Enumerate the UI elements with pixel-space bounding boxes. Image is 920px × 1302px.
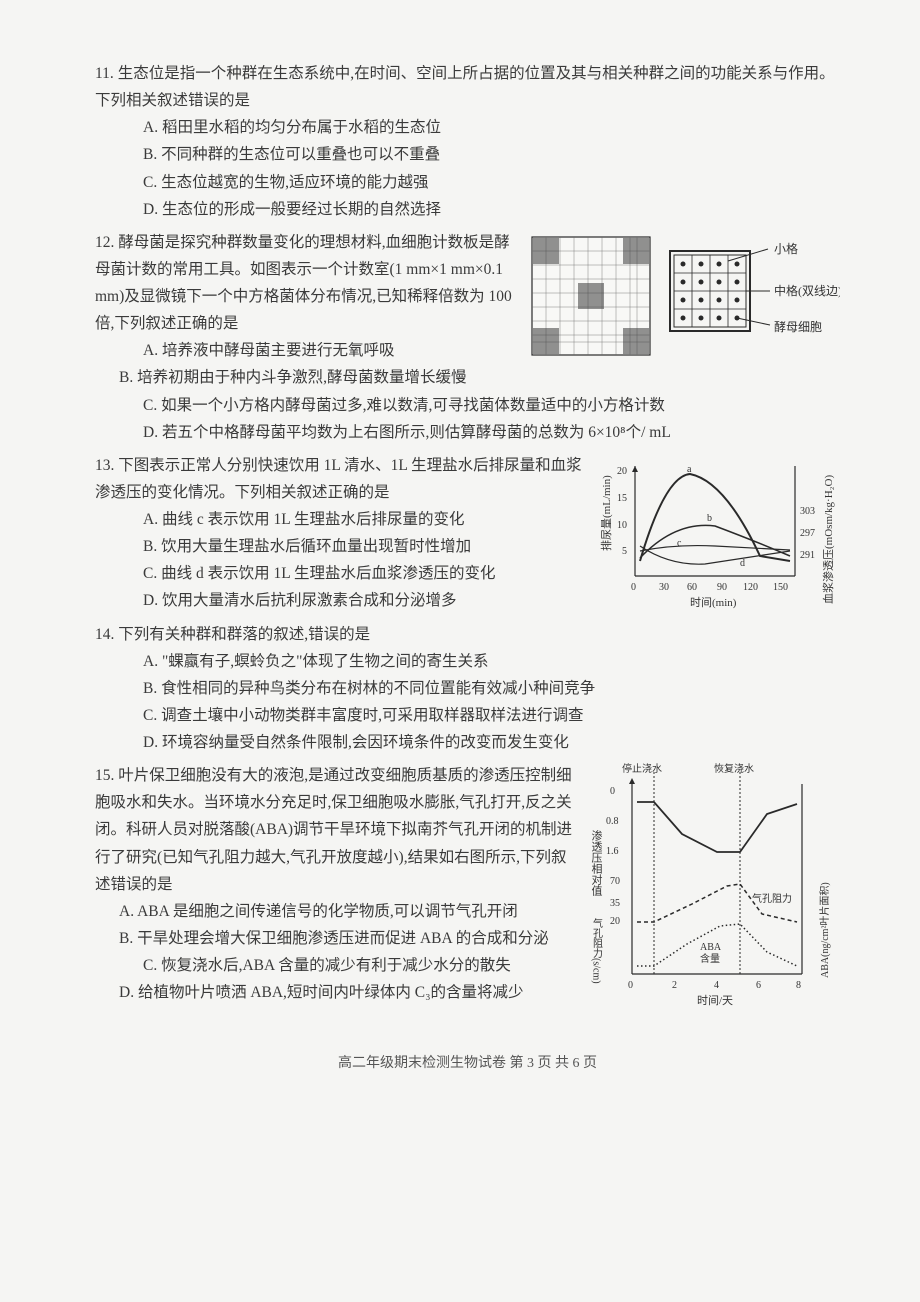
q15-series-resistance: 气孔阻力 bbox=[752, 892, 792, 905]
q11-stem-text: 生态位是指一个种群在生态系统中,在时间、空间上所占据的位置及其与相关种群之间的功… bbox=[95, 65, 835, 109]
svg-text:30: 30 bbox=[659, 582, 669, 593]
svg-text:20: 20 bbox=[617, 466, 627, 477]
q15-figure: 0 0.8 1.6 70 35 20 0 2 4 6 8 气孔 bbox=[582, 758, 840, 1018]
q13-ylabel-left: 排尿量(mL/min) bbox=[600, 475, 613, 551]
q14-option-b: B. 食性相同的异种鸟类分布在树林的不同位置能有效减小种间竞争 bbox=[95, 675, 840, 702]
q12-label-medium: 中格(双线边) bbox=[774, 283, 840, 298]
svg-text:303: 303 bbox=[800, 506, 815, 517]
svg-text:20: 20 bbox=[610, 916, 620, 927]
q14-option-a: A. "蜾蠃有子,螟蛉负之"体现了生物之间的寄生关系 bbox=[95, 648, 840, 675]
svg-text:0: 0 bbox=[631, 582, 636, 593]
q15-number: 15. bbox=[95, 767, 114, 784]
svg-text:0: 0 bbox=[610, 786, 615, 797]
svg-text:150: 150 bbox=[773, 582, 788, 593]
q15-xlabel: 时间/天 bbox=[697, 994, 733, 1007]
svg-text:5: 5 bbox=[622, 546, 627, 557]
svg-text:b: b bbox=[707, 513, 712, 524]
q14-option-c: C. 调查土壤中小动物类群丰富度时,可采用取样器取样法进行调查 bbox=[95, 702, 840, 729]
q12-figure: 小格 中格(双线边) 酵母细胞 bbox=[530, 231, 840, 359]
q15-marker-resume: 恢复浇水 bbox=[714, 762, 754, 775]
svg-text:4: 4 bbox=[714, 980, 719, 991]
q13-stem-text: 下图表示正常人分别快速饮用 1L 清水、1L 生理盐水后排尿量和血浆渗透压的变化… bbox=[95, 457, 582, 501]
svg-text:0: 0 bbox=[628, 980, 633, 991]
q15-ylabel-left: 渗透压相对值 bbox=[590, 829, 603, 897]
q15-ylabel-right2: 气孔阻力(s/cm) bbox=[591, 917, 603, 984]
svg-text:60: 60 bbox=[687, 582, 697, 593]
svg-text:ABA: ABA bbox=[700, 942, 722, 953]
svg-text:90: 90 bbox=[717, 582, 727, 593]
q14-stem: 14. 下列有关种群和群落的叙述,错误的是 bbox=[95, 621, 840, 648]
page-footer: 高二年级期末检测生物试卷 第 3 页 共 6 页 bbox=[95, 1052, 840, 1077]
q12-label-yeast: 酵母细胞 bbox=[774, 320, 822, 334]
svg-text:291: 291 bbox=[800, 550, 815, 561]
question-11: 11. 生态位是指一个种群在生态系统中,在时间、空间上所占据的位置及其与相关种群… bbox=[95, 60, 840, 223]
svg-text:6: 6 bbox=[756, 980, 761, 991]
svg-text:0.8: 0.8 bbox=[606, 816, 619, 827]
q12-number: 12. bbox=[95, 234, 114, 251]
q14-option-d: D. 环境容纳量受自然条件限制,会因环境条件的改变而发生变化 bbox=[95, 729, 840, 756]
q14-stem-text: 下列有关种群和群落的叙述,错误的是 bbox=[118, 626, 370, 643]
svg-text:10: 10 bbox=[617, 520, 627, 531]
q13-number: 13. bbox=[95, 457, 114, 474]
svg-text:1.6: 1.6 bbox=[606, 846, 619, 857]
svg-text:8: 8 bbox=[796, 980, 801, 991]
svg-text:70: 70 bbox=[610, 876, 620, 887]
q13-ylabel-right: 血浆渗透压(mOsm/kg·H₂O) bbox=[821, 474, 835, 603]
q11-option-c: C. 生态位越宽的生物,适应环境的能力越强 bbox=[95, 169, 840, 196]
q11-option-b: B. 不同种群的生态位可以重叠也可以不重叠 bbox=[95, 141, 840, 168]
q15-marker-stop: 停止浇水 bbox=[622, 762, 662, 775]
svg-text:c: c bbox=[677, 538, 682, 549]
q11-number: 11. bbox=[95, 65, 114, 82]
svg-text:297: 297 bbox=[800, 528, 815, 539]
svg-text:d: d bbox=[740, 558, 745, 569]
q13-figure: 20 15 10 5 303 297 291 0 30 60 90 120 15… bbox=[600, 456, 840, 616]
q11-option-d: D. 生态位的形成一般要经过长期的自然选择 bbox=[95, 196, 840, 223]
q12-option-c: C. 如果一个小方格内酵母菌过多,难以数清,可寻找菌体数量适中的小方格计数 bbox=[95, 392, 840, 419]
q13-xlabel: 时间(min) bbox=[690, 596, 737, 609]
svg-text:35: 35 bbox=[610, 898, 620, 909]
svg-text:15: 15 bbox=[617, 493, 627, 504]
q12-stem-text: 酵母菌是探究种群数量变化的理想材料,血细胞计数板是酵母菌计数的常用工具。如图表示… bbox=[95, 234, 512, 332]
svg-text:含量: 含量 bbox=[700, 952, 720, 965]
q12-option-d: D. 若五个中格酵母菌平均数为上右图所示,则估算酵母菌的总数为 6×10⁸个/ … bbox=[95, 419, 840, 446]
q15-stem-text: 叶片保卫细胞没有大的液泡,是通过改变细胞质基质的渗透压控制细胞吸水和失水。当环境… bbox=[95, 767, 572, 893]
q12-option-b: B. 培养初期由于种内斗争激烈,酵母菌数量增长缓慢 bbox=[95, 364, 840, 391]
q14-number: 14. bbox=[95, 626, 114, 643]
svg-text:2: 2 bbox=[672, 980, 677, 991]
svg-text:a: a bbox=[687, 464, 692, 475]
q15-ylabel-right1: ABA(ng/cm²叶片面积) bbox=[818, 882, 831, 978]
q12-label-small: 小格 bbox=[774, 241, 798, 256]
svg-text:120: 120 bbox=[743, 582, 758, 593]
q11-stem: 11. 生态位是指一个种群在生态系统中,在时间、空间上所占据的位置及其与相关种群… bbox=[95, 60, 840, 114]
question-14: 14. 下列有关种群和群落的叙述,错误的是 A. "蜾蠃有子,螟蛉负之"体现了生… bbox=[95, 621, 840, 757]
q11-option-a: A. 稻田里水稻的均匀分布属于水稻的生态位 bbox=[95, 114, 840, 141]
